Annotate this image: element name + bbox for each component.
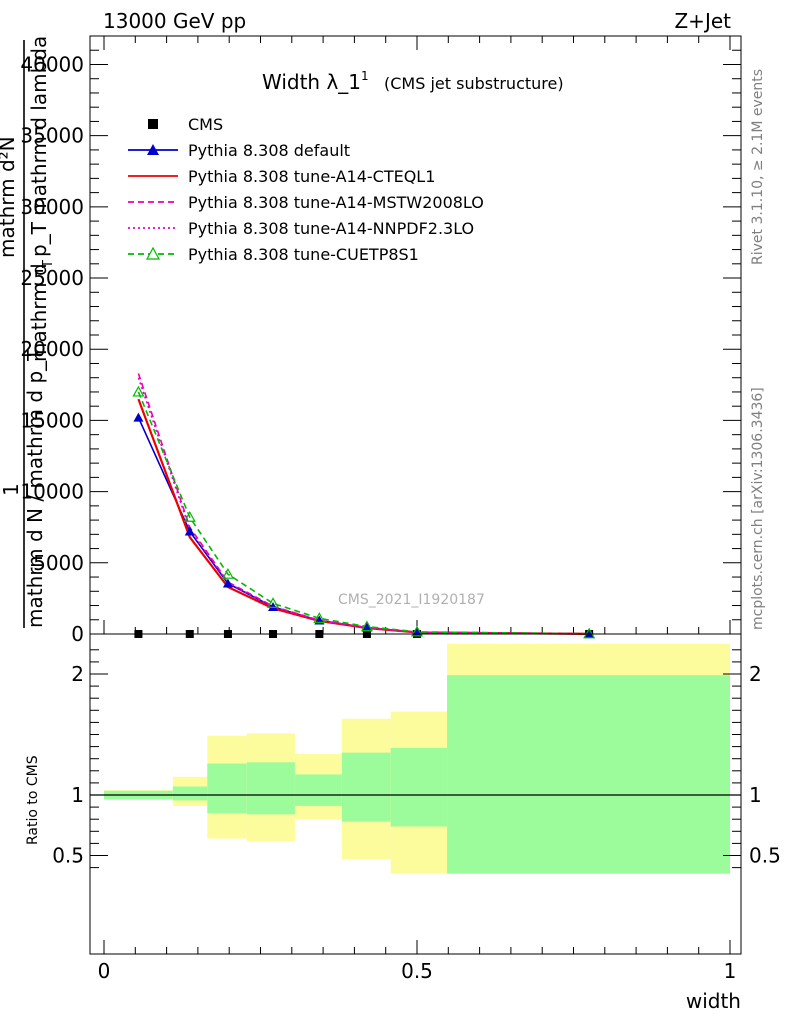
legend-marker (147, 144, 159, 155)
chart-title-sup: 1 (361, 69, 369, 83)
legend: CMS Pythia 8.308 default Pythia 8.308 tune… (128, 115, 484, 264)
ratio-stat-band (341, 752, 391, 822)
chart-title-main: Width λ_1 (262, 70, 361, 94)
legend-item: Pythia 8.308 tune-A14-CTEQL1 (128, 167, 435, 186)
main-y-tick-label: 5000 (33, 551, 84, 575)
main-y-ticks: 0 5000 10000 15000 20000 25000 30000 35000 40000 (20, 35, 741, 646)
legend-item: Pythia 8.308 tune-A14-MSTW2008LO (128, 193, 484, 212)
main-ylabel-bottom2: mathrm d N / mathrm d p_T (23, 348, 47, 628)
ratio-stat-band (447, 675, 730, 874)
series-point-5 (360, 620, 373, 632)
main-y-tick-label: 30000 (20, 195, 84, 219)
legend-item: Pythia 8.308 tune-A14-NNPDF2.3LO (128, 219, 474, 238)
legend-item: Pythia 8.308 tune-CUETP8S1 (128, 245, 419, 264)
series-point-5 (267, 597, 280, 608)
main-y-tick-label: 20000 (20, 337, 84, 361)
x-tick-label: 0 (98, 959, 111, 983)
ratio-uncertainty-bands (104, 643, 730, 874)
header-left-label: 13000 GeV pp (103, 9, 246, 33)
series-line-5 (137, 391, 590, 635)
ratio-plot-panel: 0.5 0.5 1 1 2 2 0 0.5 1 Ratio to CMS width (25, 633, 781, 1013)
main-ylabel-sub: T (41, 260, 56, 269)
mcplots-credit-label: mcplots.cern.ch [arXiv:1306.3436] (750, 387, 766, 630)
series-point-1 (361, 622, 372, 632)
main-y-tick-label: 40000 (20, 52, 84, 76)
chart-title-suffix: (CMS jet substructure) (384, 74, 564, 93)
ratio-plot-frame (89, 633, 742, 955)
analysis-watermark: CMS_2021_I1920187 (338, 592, 485, 608)
legend-label: CMS (188, 115, 223, 134)
rivet-version-label: Rivet 3.1.10, ≥ 2.1M events (750, 69, 766, 265)
legend-item: Pythia 8.308 default (128, 141, 350, 160)
x-tick-label: 1 (724, 959, 737, 983)
ratio-axis-ticks: 0.5 0.5 1 1 2 2 0 0.5 1 (52, 649, 781, 983)
legend-marker (148, 119, 158, 129)
main-y-tick-label: 15000 (20, 408, 84, 432)
header-right-label: Z+Jet (674, 9, 731, 33)
ratio-y-tick-label: 1 (71, 783, 84, 807)
ratio-y-tick-label: 2 (71, 662, 84, 686)
series-point-1 (584, 628, 595, 638)
series-point-1 (133, 412, 144, 422)
main-ylabel-bottom: 1 (0, 483, 23, 496)
legend-label: Pythia 8.308 tune-A14-NNPDF2.3LO (188, 219, 474, 238)
series-point-1 (268, 601, 279, 611)
ratio-stat-band (246, 762, 295, 815)
ratio-ylabel: Ratio to CMS (25, 755, 41, 845)
main-y-tick-label: 10000 (20, 480, 84, 504)
series-line-4 (137, 377, 590, 635)
series-point-1 (222, 578, 233, 588)
ratio-stat-band (294, 774, 342, 806)
legend-label: Pythia 8.308 default (188, 141, 350, 160)
series-point-5 (313, 612, 326, 623)
main-ylabel-top: mathrm d²N (0, 136, 19, 258)
legend-label: Pythia 8.308 tune-A14-MSTW2008LO (188, 193, 484, 212)
main-y-tick-label: 25000 (20, 266, 84, 290)
series-point-5 (132, 385, 145, 397)
series-point-5 (583, 627, 596, 639)
legend-marker (145, 246, 161, 260)
ratio-stat-band (207, 763, 247, 814)
x-tick-label: 0.5 (401, 959, 433, 983)
series-point-5 (410, 625, 424, 637)
ratio-y-tick-label-right: 0.5 (749, 844, 781, 868)
main-plot-panel: 0 5000 10000 15000 20000 25000 30000 35000 40000… (0, 35, 742, 646)
legend-label: Pythia 8.308 tune-CUETP8S1 (188, 245, 419, 264)
ratio-y-tick-label: 0.5 (52, 844, 84, 868)
ratio-y-tick-label-right: 2 (749, 662, 762, 686)
ratio-y-tick-label-right: 1 (749, 783, 762, 807)
chart-title: Width λ_11 (262, 69, 369, 94)
legend-label: Pythia 8.308 tune-A14-CTEQL1 (188, 167, 435, 186)
main-y-tick-label: 0 (71, 622, 84, 646)
x-axis-label: width (686, 989, 741, 1013)
main-y-tick-label: 35000 (20, 124, 84, 148)
series-point-5 (183, 511, 196, 522)
legend-item: CMS (148, 115, 223, 134)
ratio-stat-band (390, 747, 448, 827)
main-ylabel-top2: mathrm d p_T mathrm d lambda (27, 36, 51, 362)
series-lines (137, 373, 590, 635)
series-point-5 (221, 567, 234, 579)
series-point-1 (184, 526, 195, 536)
ratio-stat-band (172, 786, 208, 801)
